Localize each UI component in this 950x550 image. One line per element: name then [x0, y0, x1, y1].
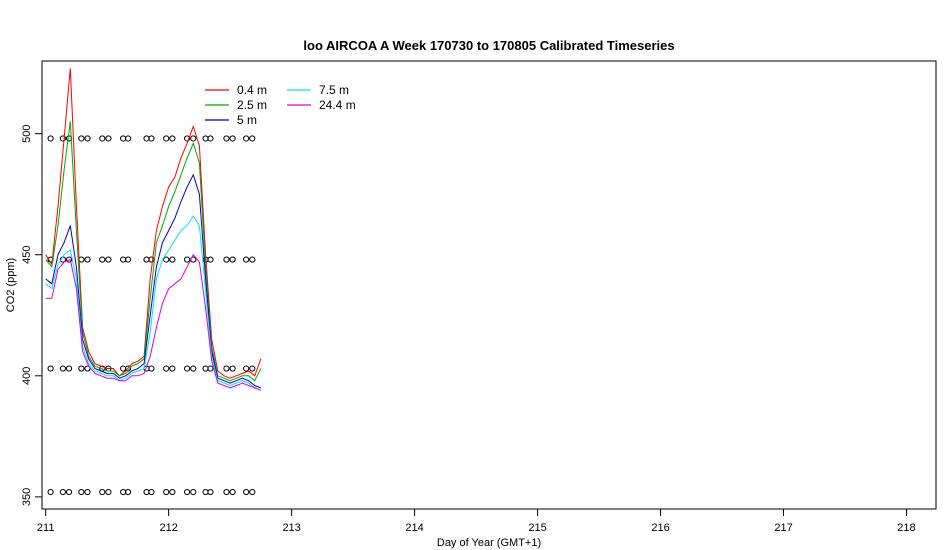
level-marker-point — [99, 135, 106, 142]
level-marker-point — [84, 135, 91, 142]
series-line-0-4-m — [45, 68, 262, 379]
level-marker-point — [184, 488, 191, 496]
level-marker-point — [184, 135, 191, 142]
level-marker-point — [163, 365, 170, 372]
level-marker-point — [59, 365, 67, 372]
level-markers — [47, 135, 256, 496]
level-marker-point — [78, 488, 85, 496]
x-tick-label: 212 — [159, 522, 177, 534]
level-marker-point — [223, 488, 230, 496]
level-marker-point — [249, 135, 256, 142]
level-marker-point — [223, 365, 230, 372]
y-axis: 350 400 450 500 — [21, 124, 42, 506]
series-line-7-5-m — [45, 215, 262, 391]
level-marker-point — [207, 365, 214, 372]
x-tick-label: 218 — [897, 522, 915, 534]
level-marker-point — [124, 135, 132, 142]
level-marker-point — [65, 256, 73, 263]
level-marker-point — [229, 365, 236, 372]
x-tick-label: 217 — [774, 522, 792, 534]
series-line-2-5-m — [45, 121, 262, 382]
level-marker-point — [99, 256, 106, 263]
level-marker-point — [229, 488, 236, 496]
level-marker-point — [223, 135, 230, 142]
level-marker-point — [84, 256, 91, 263]
y-axis-label: CO2 (ppm) — [5, 258, 17, 312]
level-marker-point — [169, 488, 176, 496]
level-marker-point — [163, 488, 170, 496]
level-marker-point — [190, 135, 197, 142]
level-marker-point — [47, 488, 54, 496]
level-marker-point — [105, 256, 112, 263]
legend-label: 7.5 m — [319, 83, 349, 97]
level-marker-point — [249, 488, 256, 496]
x-axis: 211 212 213 214 215 216 217 218 — [37, 509, 916, 534]
series-line-5-m — [45, 173, 262, 389]
level-marker-point — [59, 135, 67, 142]
level-marker-point — [229, 256, 236, 263]
level-marker-point — [163, 135, 170, 142]
level-marker-point — [207, 135, 214, 142]
level-marker-point — [78, 135, 85, 142]
level-marker-point — [243, 488, 250, 496]
level-marker-point — [148, 488, 155, 496]
y-tick-label: 450 — [21, 246, 33, 264]
level-marker-point — [184, 365, 191, 372]
legend-label: 0.4 m — [237, 83, 267, 97]
y-tick-label: 500 — [21, 124, 33, 142]
x-tick-label: 215 — [528, 522, 546, 534]
level-marker-point — [243, 365, 250, 372]
level-marker-point — [99, 488, 106, 496]
level-marker-point — [169, 135, 176, 142]
x-tick-label: 216 — [651, 522, 669, 534]
x-tick-label: 214 — [405, 522, 423, 534]
level-marker-point — [249, 256, 256, 263]
level-marker-point — [105, 488, 112, 496]
x-tick-label: 211 — [37, 522, 55, 534]
level-marker-point — [59, 488, 67, 496]
legend-label: 24.4 m — [319, 98, 356, 112]
level-marker-point — [243, 135, 250, 142]
level-marker-point — [148, 365, 155, 372]
plot-frame — [41, 60, 937, 510]
y-tick-label: 400 — [21, 367, 33, 385]
legend-label: 5 m — [237, 113, 257, 127]
level-marker-point — [105, 135, 112, 142]
level-marker-point — [190, 365, 197, 372]
legend: 0.4 m2.5 m5 m 7.5 m24.4 m — [205, 83, 356, 127]
level-marker-point — [84, 488, 91, 496]
level-marker-point — [169, 256, 176, 263]
level-marker-point — [249, 365, 256, 372]
level-marker-point — [78, 365, 85, 372]
level-marker-point — [207, 488, 214, 496]
level-marker-point — [65, 488, 73, 496]
level-marker-point — [190, 488, 197, 496]
series-lines — [45, 68, 262, 391]
chart-title: loo AIRCOA A Week 170730 to 170805 Calib… — [303, 38, 674, 53]
level-marker-point — [243, 256, 250, 263]
level-marker-point — [148, 135, 155, 142]
level-marker-point — [84, 365, 91, 372]
level-marker-point — [47, 365, 54, 372]
series-line-24-4-m — [45, 253, 262, 391]
level-marker-point — [163, 256, 170, 263]
level-marker-point — [184, 256, 191, 263]
x-axis-label: Day of Year (GMT+1) — [437, 537, 541, 549]
level-marker-point — [229, 135, 236, 142]
y-tick-label: 350 — [21, 488, 33, 506]
level-marker-point — [169, 365, 176, 372]
level-marker-point — [207, 256, 214, 263]
level-marker-point — [47, 135, 54, 142]
level-marker-point — [223, 256, 230, 263]
legend-label: 2.5 m — [237, 98, 267, 112]
x-tick-label: 213 — [282, 522, 300, 534]
level-marker-point — [124, 488, 132, 496]
level-marker-point — [124, 256, 132, 263]
level-marker-point — [65, 365, 73, 372]
